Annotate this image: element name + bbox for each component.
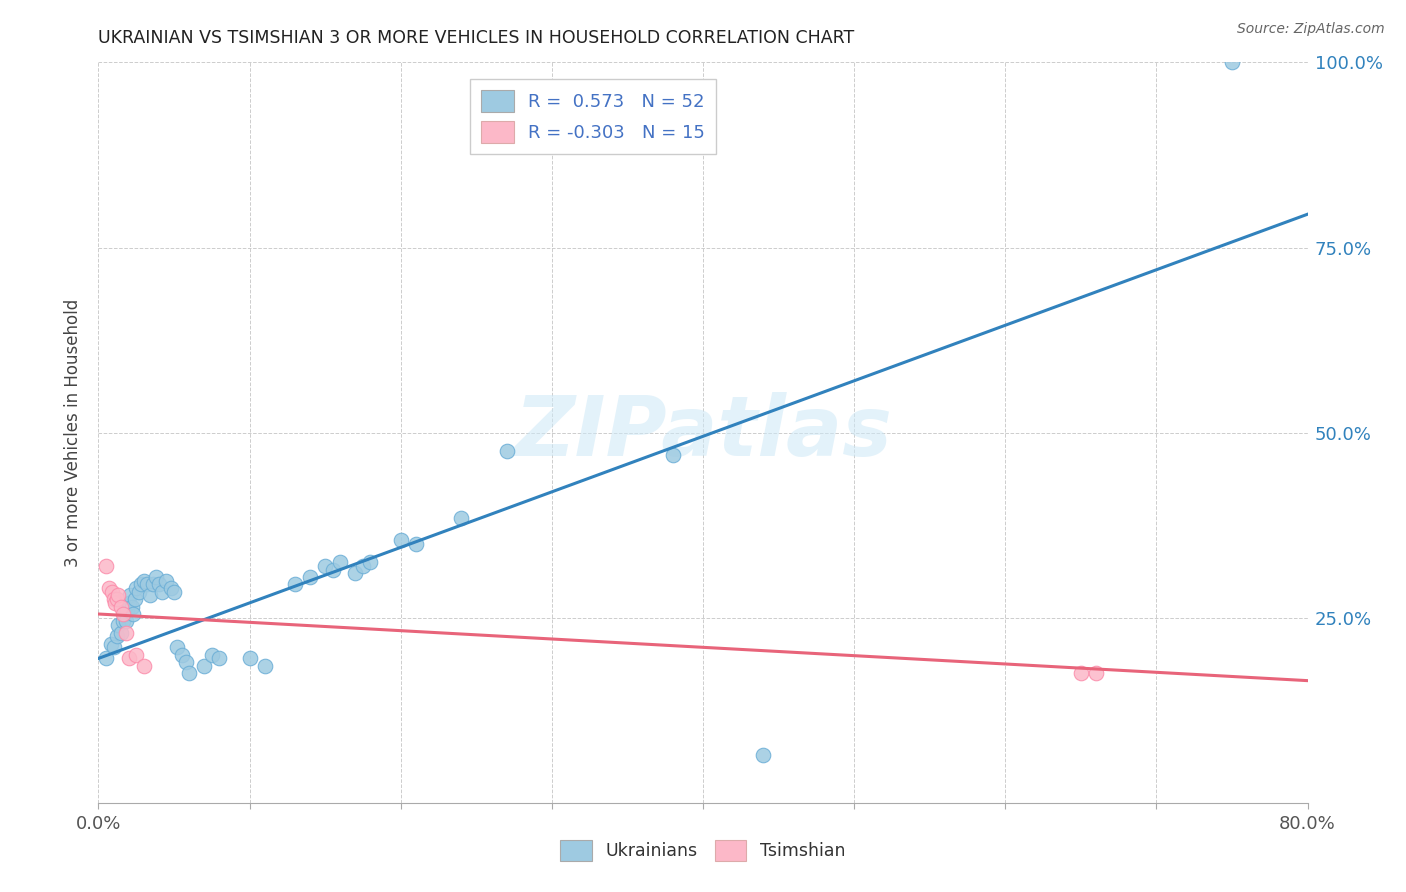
Point xyxy=(110,599,132,614)
Point xyxy=(163,584,186,599)
Point xyxy=(111,615,134,629)
Point xyxy=(174,655,197,669)
Point xyxy=(115,603,138,617)
Point xyxy=(112,607,135,621)
Point xyxy=(110,625,132,640)
Point xyxy=(98,581,121,595)
Point xyxy=(389,533,412,547)
Point xyxy=(103,592,125,607)
Y-axis label: 3 or more Vehicles in Household: 3 or more Vehicles in Household xyxy=(65,299,83,566)
Point xyxy=(360,555,382,569)
Point xyxy=(160,581,183,595)
Point xyxy=(170,648,193,662)
Point xyxy=(193,658,215,673)
Point xyxy=(103,640,125,655)
Point xyxy=(150,584,173,599)
Point xyxy=(111,607,134,621)
Point xyxy=(132,574,155,588)
Point xyxy=(1085,666,1108,681)
Point xyxy=(405,536,427,550)
Point xyxy=(495,444,517,458)
Point xyxy=(148,577,170,591)
Text: ZIPatlas: ZIPatlas xyxy=(515,392,891,473)
Point xyxy=(299,570,322,584)
Point xyxy=(145,570,167,584)
Point xyxy=(661,448,683,462)
Point xyxy=(101,584,124,599)
Point xyxy=(104,596,127,610)
Point xyxy=(352,558,374,573)
Point xyxy=(166,640,188,655)
Point xyxy=(329,555,352,569)
Point xyxy=(118,596,141,610)
Point xyxy=(284,577,307,591)
Point xyxy=(155,574,177,588)
Point xyxy=(322,563,344,577)
Point xyxy=(94,651,117,665)
Point xyxy=(120,589,142,603)
Point xyxy=(128,584,150,599)
Point xyxy=(179,666,201,681)
Point xyxy=(314,558,336,573)
Point xyxy=(1220,55,1243,70)
Point xyxy=(125,581,148,595)
Point xyxy=(100,637,122,651)
Point xyxy=(201,648,224,662)
Point xyxy=(208,651,231,665)
Point xyxy=(129,577,152,591)
Point xyxy=(450,510,472,524)
Point xyxy=(239,651,262,665)
Point xyxy=(122,607,145,621)
Point xyxy=(121,599,143,614)
Point xyxy=(132,658,155,673)
Point xyxy=(107,618,129,632)
Legend: Ukrainians, Tsimshian: Ukrainians, Tsimshian xyxy=(554,833,852,868)
Point xyxy=(1070,666,1092,681)
Text: Source: ZipAtlas.com: Source: ZipAtlas.com xyxy=(1237,22,1385,37)
Point xyxy=(124,592,146,607)
Point xyxy=(344,566,367,581)
Text: UKRAINIAN VS TSIMSHIAN 3 OR MORE VEHICLES IN HOUSEHOLD CORRELATION CHART: UKRAINIAN VS TSIMSHIAN 3 OR MORE VEHICLE… xyxy=(98,29,855,47)
Point xyxy=(752,747,775,762)
Point xyxy=(125,648,148,662)
Point xyxy=(118,651,141,665)
Point xyxy=(105,592,128,607)
Point xyxy=(253,658,276,673)
Point xyxy=(107,589,129,603)
Point xyxy=(114,625,136,640)
Point xyxy=(105,629,128,643)
Point xyxy=(94,558,117,573)
Point xyxy=(114,615,136,629)
Point xyxy=(139,589,162,603)
Point xyxy=(142,577,165,591)
Point xyxy=(135,577,157,591)
